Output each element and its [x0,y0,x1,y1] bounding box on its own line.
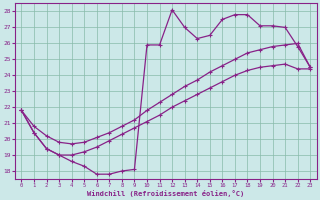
X-axis label: Windchill (Refroidissement éolien,°C): Windchill (Refroidissement éolien,°C) [87,190,244,197]
